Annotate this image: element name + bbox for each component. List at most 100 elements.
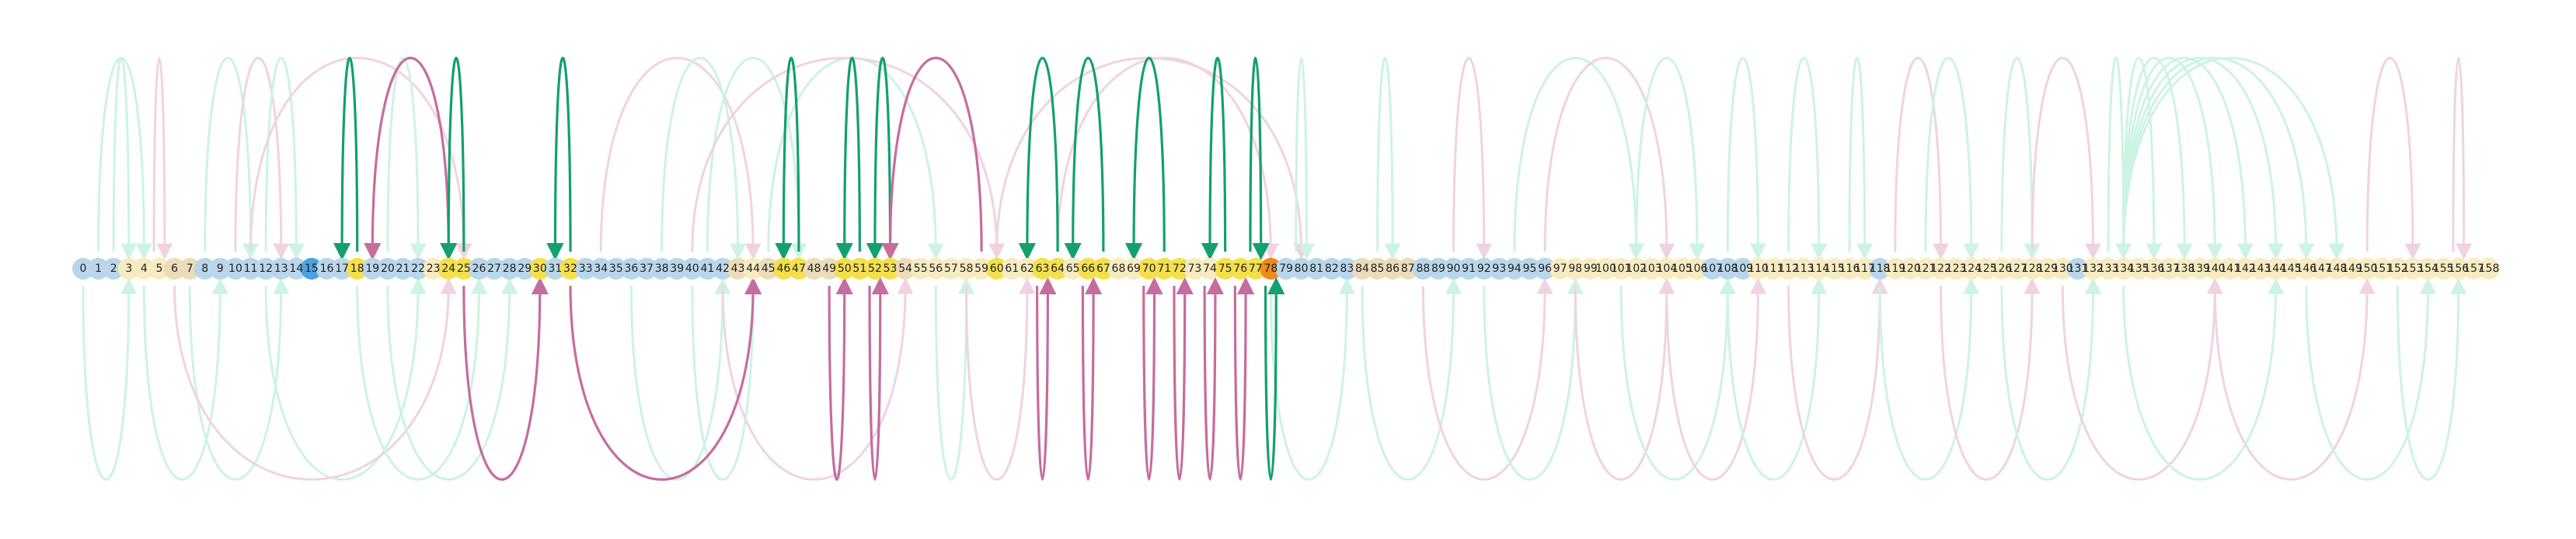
node-44-label: 44 — [746, 263, 760, 275]
node-100-marker — [1595, 258, 1617, 280]
node-83-label: 83 — [1340, 263, 1354, 275]
node-6-marker — [163, 258, 186, 280]
node-122-marker — [1929, 258, 1952, 280]
faint-green-arc-108-to-110 — [1726, 57, 1766, 260]
node-39-marker — [666, 258, 688, 280]
node-126-marker — [1990, 258, 2013, 280]
node-17-label: 17 — [335, 263, 349, 275]
node-57-label: 57 — [944, 263, 958, 275]
node-102-label: 102 — [1626, 263, 1647, 275]
node-128-marker — [2021, 258, 2044, 280]
node-45-marker — [757, 258, 779, 280]
node-63-marker — [1031, 258, 1054, 280]
node-84-marker — [1351, 258, 1373, 280]
node-10-label: 10 — [228, 263, 242, 275]
node-138-marker — [2173, 258, 2196, 280]
faint-green-arc-121-to-124 — [1924, 57, 1980, 260]
node-71-label: 71 — [1157, 263, 1171, 275]
node-74-marker — [1199, 258, 1222, 280]
node-28-label: 28 — [503, 263, 517, 275]
faint-pink-arc-98-to-104 — [1574, 277, 1675, 481]
node-65-marker — [1061, 258, 1084, 280]
faint-green-arc-7-to-13 — [188, 277, 290, 481]
node-91-marker — [1458, 258, 1480, 280]
node-43-marker — [727, 258, 749, 280]
node-139-label: 139 — [2189, 263, 2210, 275]
strong-pink-arc-25-to-30 — [462, 276, 549, 481]
node-23-label: 23 — [427, 263, 441, 275]
node-16-label: 16 — [320, 263, 334, 275]
node-108-marker — [1717, 258, 1739, 280]
node-41-marker — [696, 258, 719, 280]
node-118-marker — [1869, 258, 1891, 280]
faint-pink-arc-156-to-156 — [2452, 57, 2473, 260]
node-87-marker — [1396, 258, 1419, 280]
node-132-marker — [2082, 258, 2104, 280]
faint-green-arc-118-to-124 — [1878, 277, 1980, 481]
faint-pink-arc-130-to-140 — [2061, 277, 2223, 481]
node-118-label: 118 — [1870, 263, 1891, 275]
node-55-marker — [909, 258, 932, 280]
node-66-label: 66 — [1081, 263, 1095, 275]
strong-pink-arc-70-to-70 — [1142, 276, 1163, 481]
node-79-marker — [1275, 258, 1297, 280]
faint-green-arc-80-to-80 — [1295, 57, 1315, 260]
node-52-marker — [863, 258, 886, 280]
node-19-label: 19 — [365, 263, 379, 275]
strong-pink-arc-49-to-50 — [828, 276, 853, 481]
faint-green-arc-78-to-83 — [1269, 277, 1355, 481]
node-5-label: 5 — [156, 263, 163, 275]
node-105-label: 105 — [1671, 263, 1692, 275]
node-157-label: 157 — [2463, 263, 2484, 275]
node-106-marker — [1686, 258, 1709, 280]
node-112-label: 112 — [1778, 263, 1799, 275]
node-7-marker — [179, 258, 201, 280]
faint-pink-arc-96-to-104 — [1543, 57, 1675, 260]
node-53-marker — [879, 258, 901, 280]
node-140-marker — [2204, 258, 2226, 280]
node-49-marker — [818, 258, 841, 280]
node-104-marker — [1655, 258, 1678, 280]
strong-green-arc-67-to-65 — [1064, 57, 1105, 261]
faint-green-arc-36-to-42 — [629, 277, 731, 481]
node-56-label: 56 — [929, 263, 943, 275]
node-147-marker — [2310, 258, 2333, 280]
node-154-label: 154 — [2417, 263, 2438, 275]
node-12-label: 12 — [259, 263, 273, 275]
node-94-marker — [1503, 258, 1525, 280]
node-5-marker — [148, 258, 170, 280]
node-92-label: 92 — [1477, 263, 1491, 275]
node-123-label: 123 — [1946, 263, 1967, 275]
node-11-marker — [239, 258, 262, 280]
node-52-label: 52 — [868, 263, 882, 275]
node-17-marker — [331, 258, 354, 280]
node-103-marker — [1640, 258, 1663, 280]
strong-pink-arc-63-to-63 — [1036, 276, 1057, 481]
faint-green-arc-134-to-140 — [2122, 57, 2223, 260]
node-133-label: 133 — [2098, 263, 2119, 275]
node-80-label: 80 — [1295, 263, 1309, 275]
faint-green-arc-112-to-114 — [1787, 57, 1828, 260]
node-144-marker — [2264, 258, 2287, 280]
node-125-marker — [1975, 258, 1998, 280]
node-0-label: 0 — [80, 263, 87, 275]
node-22-label: 22 — [411, 263, 425, 275]
node-124-label: 124 — [1961, 263, 1982, 275]
strong-arc-layer — [333, 57, 1285, 481]
node-20-label: 20 — [381, 263, 395, 275]
node-16-marker — [315, 258, 338, 280]
node-111-label: 111 — [1763, 263, 1784, 275]
node-63-label: 63 — [1036, 263, 1050, 275]
node-41-label: 41 — [700, 263, 714, 275]
faint-pink-arc-88-to-96 — [1421, 277, 1553, 481]
faint-pink-arc-40-to-60 — [691, 57, 1006, 260]
node-149-label: 149 — [2341, 263, 2362, 275]
node-76-marker — [1229, 258, 1252, 280]
node-133-marker — [2097, 258, 2120, 280]
node-154-marker — [2417, 258, 2439, 280]
node-111-marker — [1762, 258, 1785, 280]
node-62-marker — [1016, 258, 1038, 280]
node-153-marker — [2402, 258, 2424, 280]
node-44-marker — [742, 258, 765, 280]
strong-green-arc-53-to-52 — [866, 57, 892, 261]
